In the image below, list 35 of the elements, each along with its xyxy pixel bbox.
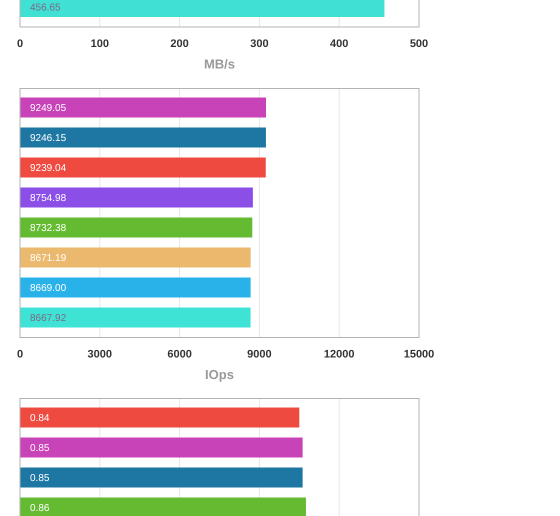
data-label: 456.65 bbox=[30, 2, 62, 14]
x-tick-label: 500 bbox=[410, 38, 428, 50]
bar bbox=[20, 248, 251, 268]
x-tick-label: 100 bbox=[90, 38, 109, 50]
x-tick-label: 6000 bbox=[167, 348, 192, 360]
x-tick-label: 9000 bbox=[247, 348, 272, 360]
data-label: 0.85 bbox=[30, 443, 50, 454]
data-label: 0.85 bbox=[30, 473, 50, 484]
data-label: 0.86 bbox=[30, 503, 50, 514]
x-tick-label: 15000 bbox=[404, 348, 434, 360]
bar bbox=[20, 278, 251, 298]
x-tick-label: 0 bbox=[16, 38, 24, 50]
data-label: 0.84 bbox=[30, 413, 50, 424]
data-label: 8754.98 bbox=[30, 193, 67, 204]
x-tick-label: 400 bbox=[330, 38, 348, 50]
bar bbox=[20, 158, 266, 178]
bar bbox=[20, 128, 266, 148]
x-tick-label: 3000 bbox=[88, 348, 112, 360]
x-tick-label: 0 bbox=[16, 348, 24, 360]
data-label: 8671.19 bbox=[30, 253, 67, 264]
x-axis-title: MB/s bbox=[204, 56, 236, 72]
data-label: 9246.15 bbox=[30, 133, 67, 144]
data-label: 9249.05 bbox=[30, 103, 67, 114]
data-label: 8667.92 bbox=[30, 313, 67, 324]
data-label: 8732.38 bbox=[30, 223, 67, 234]
data-label: 9239.04 bbox=[30, 163, 67, 174]
x-tick-label: 12000 bbox=[324, 348, 354, 360]
x-tick-label: 200 bbox=[170, 38, 189, 50]
bar bbox=[20, 188, 253, 208]
x-axis-title: IOps bbox=[205, 367, 234, 382]
bar bbox=[20, 98, 266, 118]
data-label: 8669.00 bbox=[30, 283, 67, 294]
bar bbox=[20, 218, 252, 238]
x-tick-label: 300 bbox=[250, 38, 269, 50]
bar bbox=[20, 308, 251, 328]
